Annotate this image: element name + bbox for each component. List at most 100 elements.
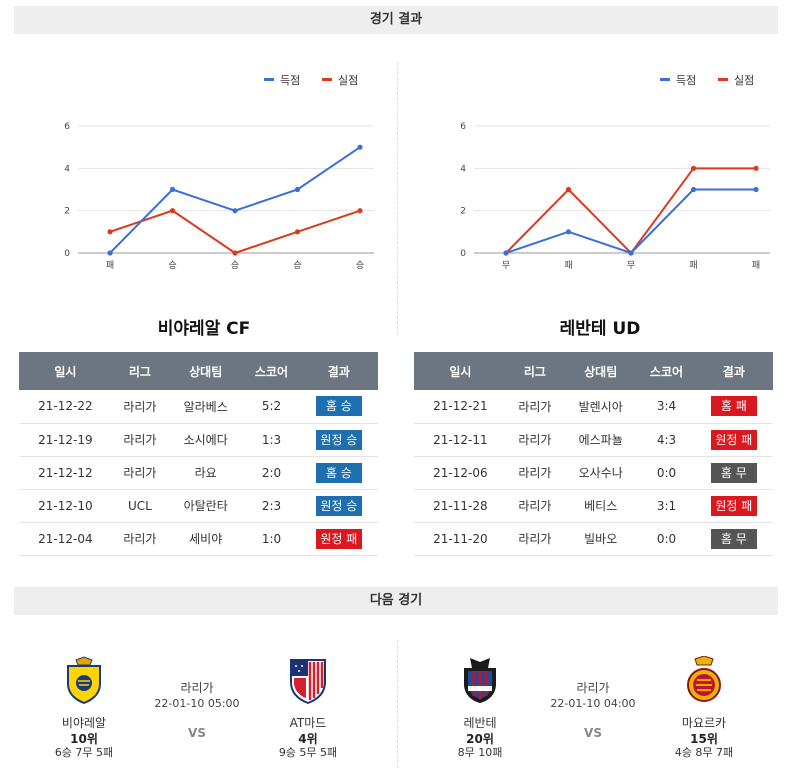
mallorca-crest-icon bbox=[687, 655, 721, 702]
match-datetime: 22-01-10 04:00 bbox=[550, 697, 636, 710]
cell-opponent: 라요 bbox=[168, 456, 244, 490]
data-point bbox=[232, 250, 238, 256]
team-record: 8무 10패 bbox=[457, 746, 503, 759]
cell-date: 21-12-11 bbox=[414, 423, 507, 457]
cell-result: 원정 패 bbox=[299, 522, 378, 556]
cell-result: 원정 승 bbox=[299, 423, 378, 457]
table-header-row: 일시 리그 상대팀 스코어 결과 bbox=[19, 352, 378, 390]
x-tick-label: 승 bbox=[168, 260, 176, 271]
cell-league: UCL bbox=[111, 489, 169, 523]
levante-crest-icon bbox=[464, 658, 496, 703]
match-info: 라리가 22-01-10 05:00 VS bbox=[134, 680, 260, 740]
match-datetime: 22-01-10 05:00 bbox=[154, 697, 240, 710]
data-point bbox=[565, 229, 572, 235]
chart-left: 득점 실점 0 2 4 6 패 승 승 승 승 bbox=[14, 62, 394, 277]
column-divider bbox=[397, 62, 398, 334]
away-team[interactable]: 마요르카 15위 4승 8무 7패 bbox=[656, 655, 752, 760]
data-point bbox=[169, 186, 176, 193]
table-row: 21-12-12 라리가 라요 2:0 홈 승 bbox=[19, 456, 378, 490]
col-result: 결과 bbox=[299, 352, 378, 390]
data-point bbox=[753, 165, 759, 171]
table-row: 21-11-28 라리가 베티스 3:1 원정 패 bbox=[414, 489, 773, 523]
results-table-left: 일시 리그 상대팀 스코어 결과 21-12-22 라리가 알라베스 5:2 홈 승 21… bbox=[19, 352, 378, 556]
cell-league: 라리가 bbox=[111, 423, 169, 457]
x-tick-label: 승 bbox=[293, 260, 301, 271]
away-team[interactable]: AT마드 4위 9승 5무 5패 bbox=[260, 656, 356, 760]
data-point bbox=[690, 186, 697, 193]
x-tick-label: 승 bbox=[356, 260, 364, 271]
data-point bbox=[503, 250, 509, 256]
cell-league: 라리가 bbox=[111, 456, 169, 490]
legend-swatch-conceded bbox=[322, 78, 332, 81]
result-badge: 홈 승 bbox=[315, 462, 362, 483]
chart-right-svg: 득점 실점 0 2 4 6 무 패 무 패 패 bbox=[460, 74, 770, 271]
home-team[interactable]: 레반테 20위 8무 10패 bbox=[432, 656, 528, 760]
column-divider bbox=[397, 640, 398, 768]
cell-result: 홈 무 bbox=[694, 456, 773, 490]
cell-result: 홈 승 bbox=[299, 456, 378, 490]
cell-result: 홈 무 bbox=[694, 522, 773, 556]
cell-result: 홈 승 bbox=[299, 390, 378, 424]
cell-date: 21-12-06 bbox=[414, 456, 507, 490]
y-tick-label: 6 bbox=[460, 122, 466, 132]
chart-left-svg: 득점 실점 0 2 4 6 패 승 승 승 승 bbox=[64, 74, 374, 271]
table-row: 21-11-20 라리가 빌바오 0:0 홈 무 bbox=[414, 522, 773, 556]
cell-score: 5:2 bbox=[243, 390, 300, 424]
result-badge: 홈 승 bbox=[315, 396, 362, 417]
cell-score: 3:1 bbox=[638, 489, 695, 523]
villarreal-crest-icon bbox=[67, 656, 101, 705]
cell-score: 0:0 bbox=[638, 456, 695, 490]
cell-opponent: 세비야 bbox=[168, 522, 244, 556]
table-row: 21-12-22 라리가 알라베스 5:2 홈 승 bbox=[19, 390, 378, 424]
table-row: 21-12-21 라리가 발렌시아 3:4 홈 패 bbox=[414, 390, 773, 424]
result-badge: 원정 패 bbox=[315, 528, 362, 549]
table-row: 21-12-11 라리가 에스파뇰 4:3 원정 패 bbox=[414, 423, 773, 457]
cell-score: 2:0 bbox=[243, 456, 300, 490]
team-name: 마요르카 bbox=[681, 716, 727, 730]
cell-score: 0:0 bbox=[638, 522, 695, 556]
x-tick-label: 무 bbox=[502, 260, 510, 271]
data-point bbox=[690, 165, 697, 171]
col-result: 결과 bbox=[694, 352, 773, 390]
legend-label-scored: 득점 bbox=[280, 74, 300, 87]
team-name: 비야레알 bbox=[61, 716, 107, 730]
data-point bbox=[565, 186, 572, 193]
cell-league: 라리가 bbox=[111, 522, 169, 556]
team-name: 레반테 bbox=[463, 716, 497, 730]
cell-opponent: 에스파뇰 bbox=[563, 423, 639, 457]
cell-date: 21-12-19 bbox=[19, 423, 112, 457]
col-opponent: 상대팀 bbox=[563, 352, 639, 390]
table-row: 21-12-06 라리가 오사수나 0:0 홈 무 bbox=[414, 456, 773, 490]
y-tick-label: 4 bbox=[64, 164, 70, 174]
match-league: 라리가 bbox=[576, 681, 610, 695]
cell-opponent: 오사수나 bbox=[563, 456, 639, 490]
chart-right: 득점 실점 0 2 4 6 무 패 무 패 패 bbox=[410, 62, 787, 277]
cell-result: 홈 패 bbox=[694, 390, 773, 424]
series-line-scored bbox=[505, 188, 756, 255]
x-tick-label: 승 bbox=[231, 260, 239, 271]
cell-opponent: 발렌시아 bbox=[563, 390, 639, 424]
cell-league: 라리가 bbox=[506, 423, 564, 457]
cell-league: 라리가 bbox=[506, 390, 564, 424]
result-badge: 원정 패 bbox=[710, 429, 757, 450]
results-table-right: 일시 리그 상대팀 스코어 결과 21-12-21 라리가 발렌시아 3:4 홈 패 21… bbox=[414, 352, 773, 556]
col-opponent: 상대팀 bbox=[168, 352, 244, 390]
cell-result: 원정 패 bbox=[694, 489, 773, 523]
legend-swatch-scored bbox=[660, 78, 670, 81]
data-point bbox=[232, 208, 238, 214]
team-title-levante: 레반테 UD bbox=[559, 319, 641, 339]
atletico-crest-icon bbox=[290, 659, 326, 705]
team-name: AT마드 bbox=[289, 716, 327, 730]
cell-league: 라리가 bbox=[506, 489, 564, 523]
cell-opponent: 빌바오 bbox=[563, 522, 639, 556]
cell-opponent: 베티스 bbox=[563, 489, 639, 523]
result-badge: 홈 무 bbox=[710, 528, 757, 549]
home-team[interactable]: 비야레알 10위 6승 7무 5패 bbox=[36, 656, 132, 760]
team-record: 4승 8무 7패 bbox=[674, 746, 734, 759]
match-info: 라리가 22-01-10 04:00 VS bbox=[530, 680, 656, 740]
data-point bbox=[357, 144, 363, 150]
data-point bbox=[169, 208, 176, 214]
y-tick-label: 2 bbox=[460, 207, 466, 217]
cell-date: 21-12-04 bbox=[19, 522, 112, 556]
team-record: 9승 5무 5패 bbox=[278, 746, 338, 759]
